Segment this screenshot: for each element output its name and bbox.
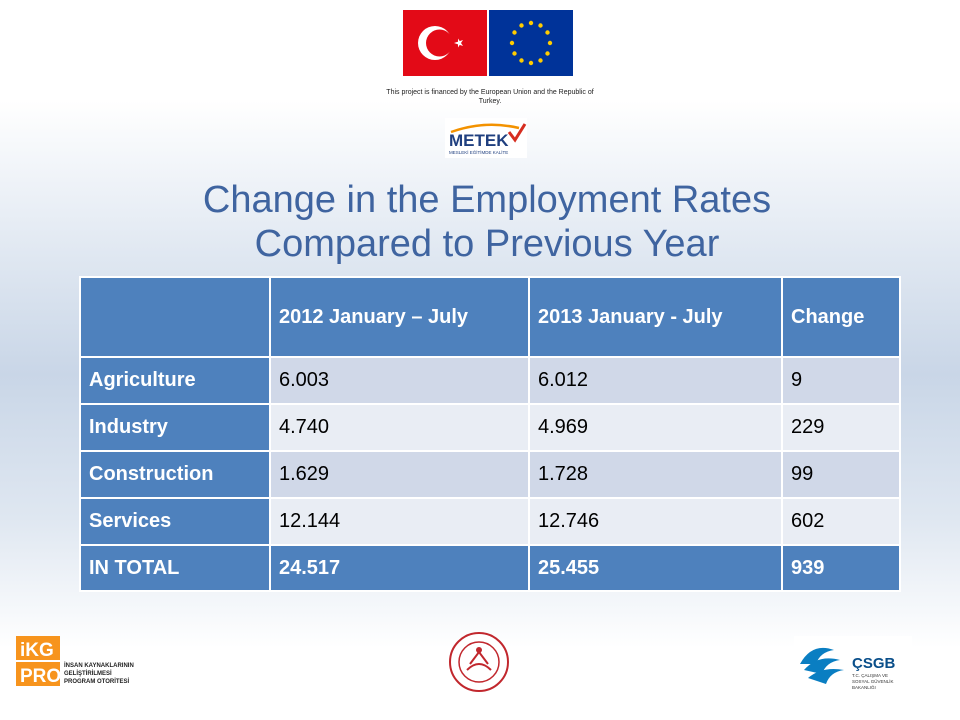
cell-change: 99 [781,450,901,499]
table-header-row: 2012 January – July 2013 January - July … [79,276,901,358]
cell-2012: 6.003 [269,356,530,405]
svg-text:İNSAN KAYNAKLARININ: İNSAN KAYNAKLARININ [64,662,134,669]
header-2012: 2012 January – July [269,276,530,358]
meb-seal-logo [449,632,509,692]
svg-text:SOSYAL GÜVENLİK: SOSYAL GÜVENLİK [852,678,894,684]
row-label: Construction [79,450,271,499]
total-label: IN TOTAL [79,544,271,592]
cell-change: 602 [781,497,901,546]
header-change: Change [781,276,901,358]
cell-2012: 4.740 [269,403,530,452]
svg-text:GELİŞTİRİLMESİ: GELİŞTİRİLMESİ [64,670,112,677]
header-2013: 2013 January - July [528,276,783,358]
turkey-eu-flags-logo [403,10,573,76]
employment-table: 2012 January – July 2013 January - July … [79,276,901,592]
total-2013: 25.455 [528,544,783,592]
cell-2013: 12.746 [528,497,783,546]
metek-logo: METEK MESLEKİ EĞİTİMDE KALİTE [445,118,527,158]
csgb-logo: ÇSGB T.C. ÇALIŞMA VE SOSYAL GÜVENLİK BAK… [794,636,912,692]
table-row: Services 12.144 12.746 602 [79,497,901,546]
svg-text:T.C. ÇALIŞMA VE: T.C. ÇALIŞMA VE [852,673,888,678]
metek-subtitle: MESLEKİ EĞİTİMDE KALİTE [449,149,508,155]
slide-title: Change in the Employment Rates Compared … [120,178,854,266]
table-row: Industry 4.740 4.969 229 [79,403,901,452]
cell-change: 9 [781,356,901,405]
total-2012: 24.517 [269,544,530,592]
svg-text:ÇSGB: ÇSGB [852,655,896,672]
row-label: Industry [79,403,271,452]
cell-2012: 12.144 [269,497,530,546]
slide-title-line2: Compared to Previous Year [254,223,720,265]
svg-text:PROGRAM OTORİTESİ: PROGRAM OTORİTESİ [64,678,130,685]
svg-text:BAKANLIĞI: BAKANLIĞI [852,684,876,690]
cell-2013: 1.728 [528,450,783,499]
header-sector [79,276,271,358]
table-total-row: IN TOTAL 24.517 25.455 939 [79,544,901,592]
cell-change: 229 [781,403,901,452]
ikg-pro-logo: iKG PRO İNSAN KAYNAKLARININ GELİŞTİRİLME… [16,636,134,687]
funding-note: This project is financed by the European… [386,89,594,105]
total-change: 939 [781,544,901,592]
cell-2013: 6.012 [528,356,783,405]
cell-2013: 4.969 [528,403,783,452]
row-label: Services [79,497,271,546]
eu-flag [489,10,573,76]
cell-2012: 1.629 [269,450,530,499]
table-row: Construction 1.629 1.728 99 [79,450,901,499]
svg-text:iKG: iKG [20,640,54,661]
metek-wordmark: METEK [449,131,509,150]
svg-text:PRO: PRO [20,666,61,687]
table-row: Agriculture 6.003 6.012 9 [79,356,901,405]
slide-title-line1: Change in the Employment Rates [202,179,772,221]
row-label: Agriculture [79,356,271,405]
